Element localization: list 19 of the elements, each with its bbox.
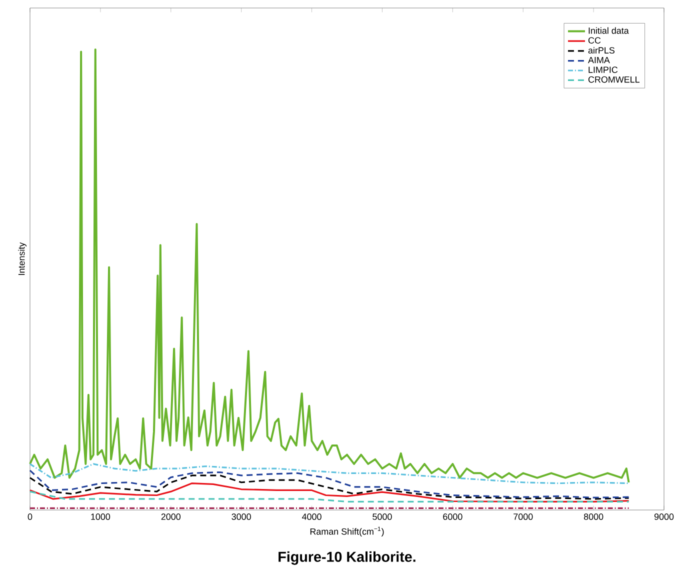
legend-label: LIMPIC (588, 66, 618, 73)
x-tick-label: 0 (28, 514, 32, 520)
x-tick-label: 6000 (443, 514, 462, 520)
legend-label: CC (588, 37, 601, 44)
legend-label: airPLS (588, 46, 614, 54)
x-tick-label: 1000 (91, 514, 110, 520)
x-tick-label: 9000 (654, 514, 674, 520)
x-tick-label: 2000 (161, 514, 181, 520)
x-tick-label: 5000 (372, 514, 392, 520)
y-axis-title: Intensity (18, 242, 26, 275)
x-tick-label: 7000 (514, 514, 533, 520)
x-tick-label: 8000 (584, 514, 604, 520)
legend-label: Initial data (588, 27, 629, 34)
x-tick-label: 3000 (232, 514, 251, 520)
x-tick-label: 4000 (302, 514, 322, 520)
legend-label: AIMA (588, 56, 610, 64)
x-axis-title: Raman Shift(cm$^{−1}$) (310, 526, 384, 536)
legend-label: CROMWELL (588, 76, 640, 83)
text: Figure-10 Kaliborite. (278, 551, 416, 565)
